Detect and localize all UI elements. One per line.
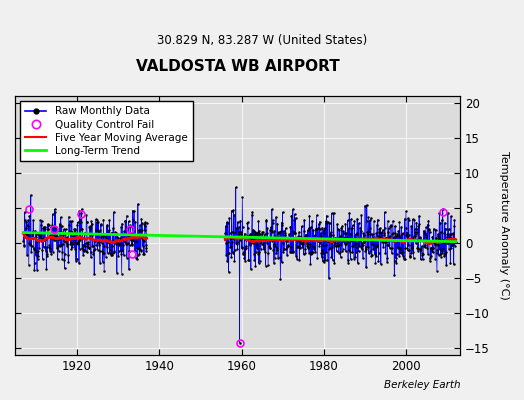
Text: 30.829 N, 83.287 W (United States): 30.829 N, 83.287 W (United States) (157, 34, 367, 47)
Title: VALDOSTA WB AIRPORT: VALDOSTA WB AIRPORT (136, 59, 340, 74)
Legend: Raw Monthly Data, Quality Control Fail, Five Year Moving Average, Long-Term Tren: Raw Monthly Data, Quality Control Fail, … (20, 101, 192, 161)
Y-axis label: Temperature Anomaly (°C): Temperature Anomaly (°C) (499, 151, 509, 300)
Text: Berkeley Earth: Berkeley Earth (385, 380, 461, 390)
